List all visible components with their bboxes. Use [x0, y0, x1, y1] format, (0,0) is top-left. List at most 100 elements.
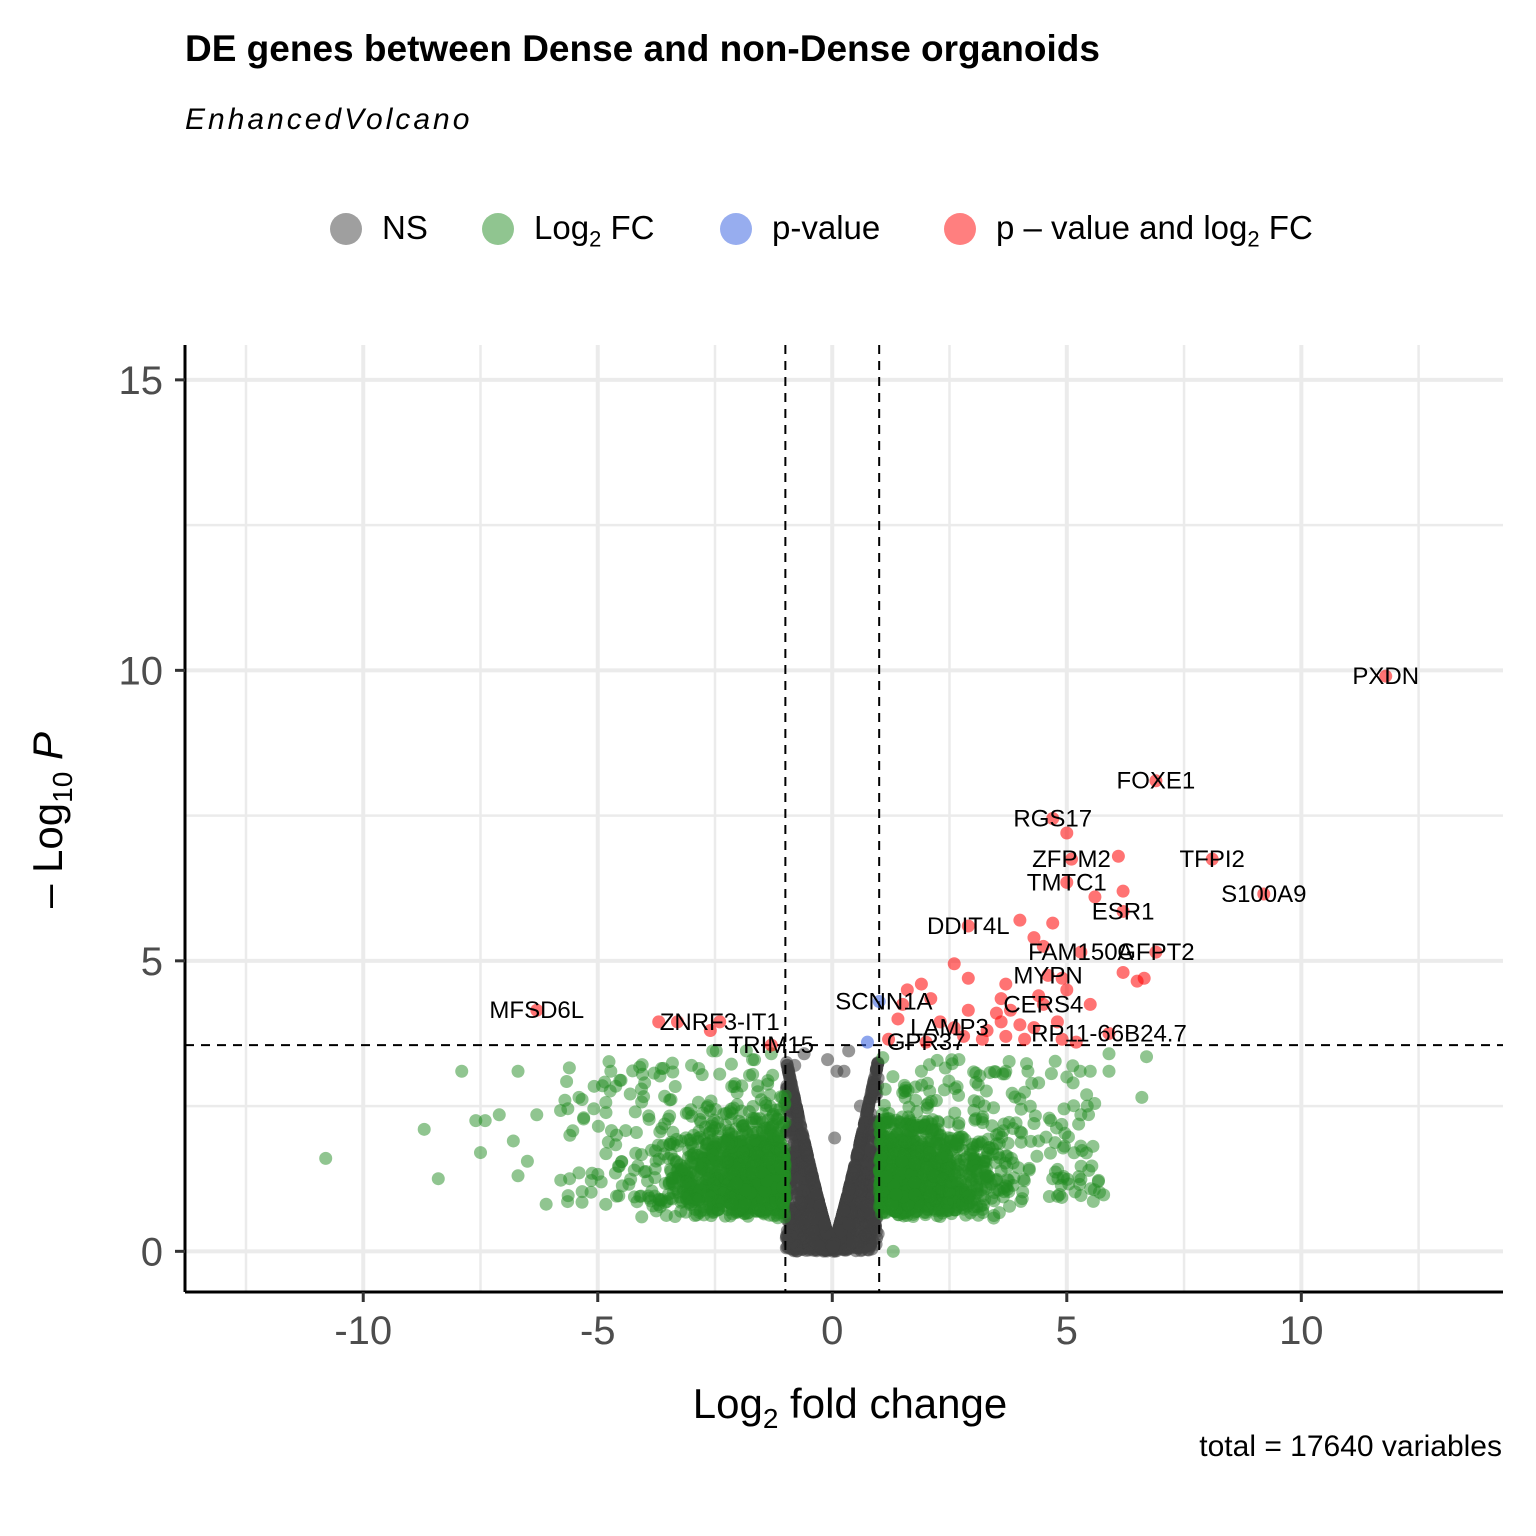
log2fc-point	[989, 1156, 1003, 1170]
log2fc-point	[663, 1109, 677, 1123]
legend-swatch-ns	[330, 213, 362, 245]
log2fc-point	[1086, 1139, 1100, 1153]
log2fc-point	[952, 1186, 966, 1200]
log2fc-point	[721, 1136, 735, 1150]
log2fc-point	[727, 1101, 741, 1115]
ns-point	[826, 1240, 840, 1254]
significant-point	[994, 992, 1008, 1006]
log2fc-point	[696, 1106, 710, 1120]
gene-label: CERS4	[1003, 991, 1083, 1018]
log2fc-point	[649, 1154, 663, 1168]
log2fc-point	[697, 1157, 711, 1171]
gene-label: LAMP3	[910, 1015, 989, 1042]
log2fc-point	[670, 1139, 684, 1153]
significant-point	[933, 1015, 947, 1029]
log2fc-point	[1015, 1126, 1029, 1140]
legend: NS Log2 FC p-value p – value and log2 FC	[0, 205, 1536, 255]
significant-point	[530, 1003, 544, 1017]
log2fc-point	[1021, 1064, 1035, 1078]
significant-point	[999, 1029, 1013, 1043]
x-axis-title: Log2 fold change	[693, 1380, 1008, 1434]
log2fc-point	[998, 1156, 1012, 1170]
log2fc-point	[455, 1064, 469, 1078]
log2fc-point	[1018, 1085, 1032, 1099]
log2fc-point	[896, 1086, 910, 1100]
log2fc-point	[561, 1189, 575, 1203]
log2fc-point	[980, 1169, 994, 1183]
log2fc-point	[638, 1076, 652, 1090]
legend-swatch-pvalue	[720, 213, 752, 245]
significant-point	[1055, 1032, 1069, 1046]
log2fc-point	[604, 1064, 618, 1078]
log2fc-point	[1008, 1090, 1022, 1104]
pvalue-point	[872, 995, 886, 1009]
log2fc-point	[937, 1083, 951, 1097]
log2fc-point	[563, 1172, 577, 1186]
log2fc-point	[1135, 1090, 1149, 1104]
log2fc-point	[1003, 1199, 1017, 1213]
ns-point	[812, 1239, 826, 1253]
log2fc-point	[417, 1122, 431, 1136]
significant-point	[891, 1012, 905, 1026]
log2fc-point	[1075, 1144, 1089, 1158]
significant-point	[961, 1003, 975, 1017]
x-tick-label: 0	[821, 1309, 843, 1353]
log2fc-point	[1080, 1088, 1094, 1102]
log2fc-point	[1014, 1135, 1028, 1149]
significant-point	[1116, 965, 1130, 979]
ns-point	[846, 1235, 860, 1249]
log2fc-point	[964, 1206, 978, 1220]
log2fc-point	[940, 1196, 954, 1210]
log2fc-point	[1102, 1064, 1116, 1078]
significant-point	[994, 1015, 1008, 1029]
caption: total = 17640 variables	[1199, 1430, 1502, 1463]
log2fc-point	[996, 1190, 1010, 1204]
log2fc-point	[1074, 1172, 1088, 1186]
significant-point	[1205, 852, 1219, 866]
log2fc-point	[624, 1172, 638, 1186]
ns-point	[842, 1217, 856, 1231]
log2fc-point	[923, 1146, 937, 1160]
significant-point	[1060, 875, 1074, 889]
log2fc-point	[965, 1137, 979, 1151]
log2fc-point	[558, 1093, 572, 1107]
significant-point	[947, 1021, 961, 1035]
gene-label: GPR37	[887, 1029, 966, 1056]
log2fc-point	[560, 1075, 574, 1089]
significant-point	[914, 977, 928, 991]
log2fc-point	[635, 1210, 649, 1224]
significant-point	[1004, 1003, 1018, 1017]
significant-point	[1036, 997, 1050, 1011]
significant-point	[1060, 983, 1074, 997]
log2fc-point	[511, 1169, 525, 1183]
gene-label: S100A9	[1221, 881, 1306, 908]
gene-label: GFPT2	[1117, 939, 1194, 966]
log2fc-point	[1074, 1159, 1088, 1173]
ns-point	[813, 1199, 827, 1213]
log2fc-point	[473, 1146, 487, 1160]
log2fc-point	[530, 1108, 544, 1122]
log2fc-point	[577, 1111, 591, 1125]
log2fc-point	[656, 1061, 670, 1075]
ns-point	[853, 1135, 867, 1149]
axes: -10 -5 0 5 10 0 5 10 15	[119, 345, 1503, 1353]
log2fc-point	[1102, 1047, 1116, 1061]
log2fc-point	[610, 1189, 624, 1203]
cutoff-lines	[185, 345, 1503, 1292]
significant-point	[924, 992, 938, 1006]
log2fc-point	[962, 1189, 976, 1203]
ns-point	[859, 1199, 873, 1213]
log2fc-point	[958, 1175, 972, 1189]
log2fc-point	[685, 1058, 699, 1072]
log2fc-point	[893, 1122, 907, 1136]
log2fc-point	[746, 1053, 760, 1067]
log2fc-point	[506, 1134, 520, 1148]
ns-point	[798, 1143, 812, 1157]
log2fc-point	[602, 1055, 616, 1069]
ns-point	[784, 1229, 798, 1243]
log2fc-point	[886, 1244, 900, 1258]
log2fc-point	[1048, 1054, 1062, 1068]
log2fc-point	[655, 1192, 669, 1206]
log2fc-point	[492, 1108, 506, 1122]
gene-label: MYPN	[1013, 962, 1082, 989]
